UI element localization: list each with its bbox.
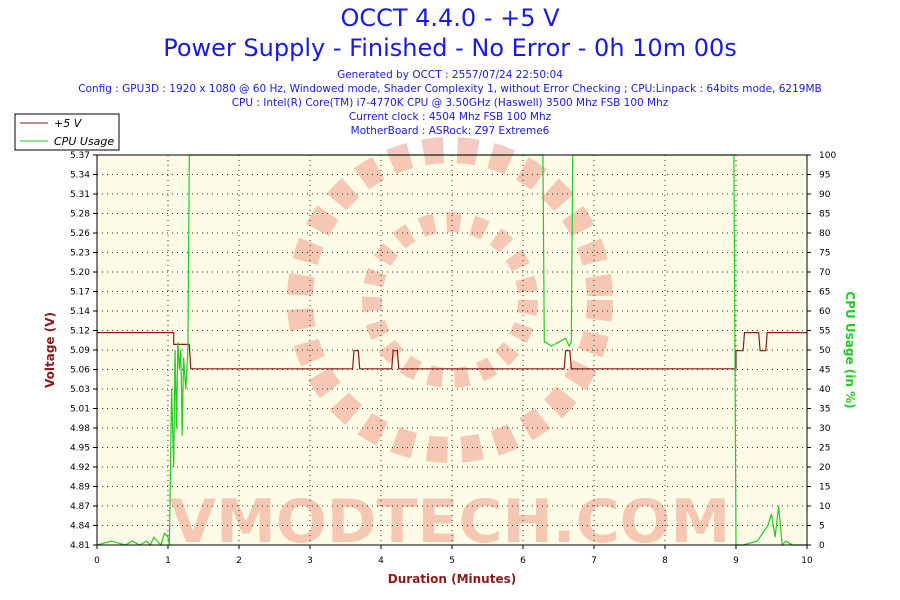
y2-tick-label: 40 [819, 385, 831, 395]
y2-tick-label: 50 [819, 346, 831, 356]
y2-tick-label: 75 [819, 249, 830, 259]
y2-tick-label: 60 [819, 307, 831, 317]
y2-tick-label: 90 [819, 190, 831, 200]
watermark-text: VMODTECH.COM [170, 487, 731, 557]
x-tick-label: 4 [378, 556, 384, 566]
y-tick-label: 4.84 [70, 522, 90, 532]
y-tick-label: 5.20 [70, 268, 90, 278]
y2-tick-label: 95 [819, 171, 830, 181]
legend-box [14, 113, 120, 151]
y2-tick-label: 30 [819, 424, 831, 434]
y-axis-label: Voltage (V) [43, 312, 57, 388]
y-tick-label: 5.06 [70, 366, 90, 376]
watermark-gear-icon [287, 137, 613, 463]
y2-tick-label: 20 [819, 463, 831, 473]
y-tick-label: 5.31 [70, 190, 90, 200]
legend: +5 V CPU Usage [14, 113, 120, 151]
y-tick-label: 5.03 [70, 385, 90, 395]
x-tick-label: 8 [662, 556, 668, 566]
info-motherboard: MotherBoard : ASRock: Z97 Extreme6 [350, 125, 550, 137]
watermark-inner-gear-icon [362, 212, 538, 388]
y-tick-label: 4.89 [70, 483, 90, 493]
legend-label-cpu: CPU Usage [54, 135, 114, 148]
y2-tick-label: 100 [819, 151, 836, 161]
x-tick-label: 9 [733, 556, 739, 566]
y2-tick-label: 10 [819, 502, 831, 512]
y-tick-label: 5.34 [70, 171, 90, 181]
y-tick-label: 4.98 [70, 424, 90, 434]
series-layer [96, 154, 807, 547]
y-tick-label: 5.28 [70, 210, 90, 220]
info-cpu: CPU : Intel(R) Core(TM) i7-4770K CPU @ 3… [231, 97, 669, 109]
x-axis-label: Duration (Minutes) [388, 572, 516, 586]
y2-tick-label: 0 [819, 541, 825, 551]
y2-tick-label: 55 [819, 327, 830, 337]
y-tick-label: 5.23 [70, 249, 90, 259]
y2-tick-label: 5 [819, 522, 825, 532]
y2-tick-label: 15 [819, 483, 830, 493]
y-tick-label: 5.12 [70, 327, 90, 337]
info-generated: Generated by OCCT : 2557/07/24 22:50:04 [337, 69, 563, 81]
x-tick-label: 10 [801, 556, 813, 566]
y-tick-label: 5.01 [70, 405, 90, 415]
x-tick-label: 1 [165, 556, 171, 566]
x-tick-label: 5 [449, 556, 455, 566]
grid [97, 155, 807, 545]
y2-tick-label: 80 [819, 229, 831, 239]
y2-tick-label: 35 [819, 405, 830, 415]
y-axis: 4.81 4.84 4.87 4.89 4.92 4.95 4.98 5.01 5.03 5.06… [70, 151, 97, 551]
y-tick-label: 5.17 [70, 288, 90, 298]
x-tick-label: 0 [94, 556, 100, 566]
y2-axis-label: CPU Usage (in %) [843, 291, 857, 408]
legend-label-voltage: +5 V [54, 117, 83, 130]
chart-title: OCCT 4.4.0 - +5 V [340, 4, 560, 32]
y2-tick-label: 85 [819, 210, 830, 220]
y-tick-label: 5.37 [70, 151, 90, 161]
series-line-cpu-usage [96, 154, 807, 547]
y-tick-label: 5.09 [70, 346, 90, 356]
y2-tick-label: 25 [819, 444, 830, 454]
y-tick-label: 4.95 [70, 444, 90, 454]
info-config: Config : GPU3D : 1920 x 1080 @ 60 Hz, Wi… [78, 83, 822, 95]
x-tick-label: 3 [307, 556, 313, 566]
y2-tick-label: 45 [819, 366, 830, 376]
x-tick-label: 2 [236, 556, 242, 566]
y-tick-label: 4.87 [70, 502, 90, 512]
series-line-voltage [97, 332, 807, 370]
x-tick-label: 6 [520, 556, 526, 566]
y2-axis: 0 5 10 15 20 25 30 35 40 45 50 55 60 65 70 75 80 85 90 95 10… [807, 151, 836, 551]
x-tick-label: 7 [591, 556, 597, 566]
y-tick-label: 4.92 [70, 463, 90, 473]
chart-subtitle: Power Supply - Finished - No Error - 0h … [163, 34, 737, 62]
info-clock: Current clock : 4504 Mhz FSB 100 Mhz [348, 111, 552, 123]
y-tick-label: 4.81 [70, 541, 90, 551]
y-tick-label: 5.14 [70, 307, 90, 317]
x-axis: 0 1 2 3 4 5 6 7 8 9 10 [94, 545, 813, 566]
y2-tick-label: 70 [819, 268, 831, 278]
y-tick-label: 5.26 [70, 229, 90, 239]
y2-tick-label: 65 [819, 288, 830, 298]
